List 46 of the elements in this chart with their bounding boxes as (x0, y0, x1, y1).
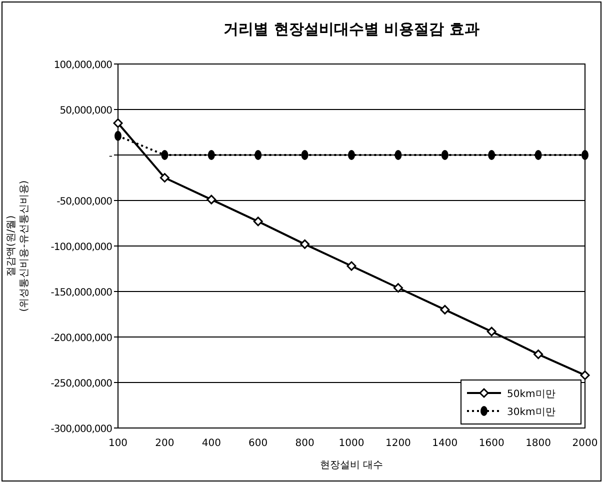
point (534, 350, 544, 360)
x-tick-label: 1000 (338, 438, 364, 449)
y-tick-label: - (108, 151, 113, 162)
point (393, 283, 403, 293)
y-tick-label: 100,000,000 (54, 60, 112, 71)
x-tick-label: 1400 (432, 438, 458, 449)
point (488, 150, 496, 160)
y-tick-label: -250,000,000 (50, 378, 112, 390)
point (346, 261, 356, 271)
point (208, 150, 215, 160)
x-tick-label: 100 (108, 438, 128, 449)
y-tick-label: -300,000,000 (50, 424, 112, 435)
point (161, 150, 168, 160)
point (254, 150, 262, 160)
x-tick-label: 400 (202, 438, 221, 449)
point (348, 150, 355, 160)
x-tick-label: 2000 (572, 438, 598, 449)
chart-title: 거리별 현장설비대수별 비용절감 효과 (224, 20, 480, 38)
x-axis-title: 현장설비 대수 (320, 460, 384, 471)
x-tick-label: 200 (155, 438, 174, 449)
x-tick-label: 800 (295, 438, 314, 449)
point (160, 173, 170, 182)
point (534, 150, 542, 160)
y-tick-label: -50,000,000 (56, 196, 112, 208)
x-tick-label: 1800 (526, 438, 552, 449)
legend-label: 30km미만 (507, 407, 556, 418)
y-tick-label: 50,000,000 (60, 106, 112, 116)
x-tick-label: 1600 (478, 438, 504, 449)
y-axis-title: 절감액(원/월) (위성통신비용-유선통신비용) (6, 180, 30, 312)
x-tick-label: 1200 (385, 438, 411, 449)
point (580, 370, 590, 380)
point (301, 150, 308, 160)
point (441, 150, 448, 160)
point (300, 239, 310, 249)
y-tick-label: -200,000,000 (50, 333, 112, 344)
point (582, 150, 588, 160)
x-tick-label: 600 (248, 438, 268, 449)
point (253, 216, 263, 226)
y-tick-label: -100,000,000 (50, 242, 112, 253)
point (113, 118, 123, 128)
point (486, 326, 496, 336)
point (440, 304, 450, 314)
point (206, 194, 216, 204)
y-tick-label: -150,000,000 (50, 288, 112, 298)
point (394, 150, 402, 160)
legend-label: 50km미만 (507, 389, 556, 400)
